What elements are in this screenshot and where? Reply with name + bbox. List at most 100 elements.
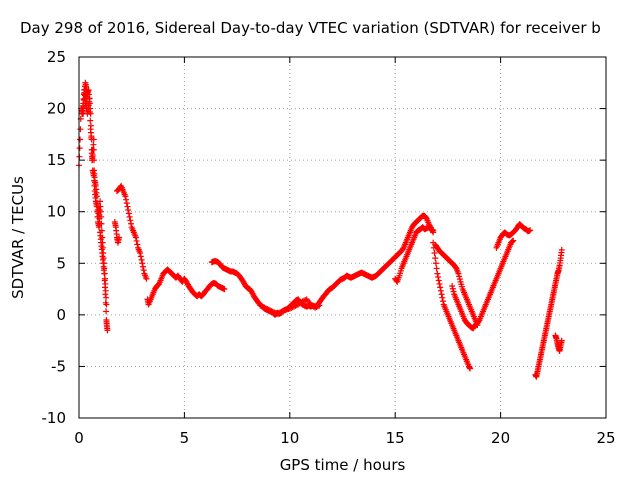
y-tick-label: 20	[47, 100, 66, 118]
data-point	[98, 213, 105, 220]
data-point	[88, 146, 95, 153]
data-point	[137, 249, 144, 256]
data-point	[132, 234, 139, 241]
data-point	[456, 273, 463, 280]
data-point	[527, 227, 534, 234]
data-point	[432, 260, 439, 267]
data-point	[97, 208, 104, 215]
data-point	[126, 213, 133, 220]
data-point	[434, 270, 441, 277]
y-tick-label: -5	[51, 357, 66, 375]
data-point	[86, 109, 93, 116]
data-point	[450, 288, 457, 295]
data-point	[456, 276, 463, 283]
data-point	[99, 234, 106, 241]
x-tick-label: 5	[180, 429, 190, 447]
data-point	[90, 141, 97, 148]
data-point	[139, 263, 146, 270]
x-tick-label: 25	[596, 429, 615, 447]
data-point	[97, 198, 104, 205]
data-point	[83, 105, 90, 112]
data-point	[431, 249, 438, 256]
data-point	[510, 237, 517, 244]
data-point	[432, 255, 439, 262]
y-tick-label: -10	[42, 409, 67, 427]
grid	[79, 57, 606, 418]
data-point	[558, 337, 565, 344]
data-point	[116, 234, 123, 241]
data-point	[125, 206, 132, 213]
data-point	[433, 265, 440, 272]
data-point	[98, 220, 105, 227]
data-point	[430, 227, 437, 234]
data-point	[96, 224, 103, 231]
data-point	[89, 151, 96, 158]
data-point	[98, 227, 105, 234]
data-point	[122, 193, 129, 200]
data-point	[449, 282, 456, 289]
data-point	[103, 301, 110, 308]
y-tick-label: 10	[47, 203, 66, 221]
data-point	[467, 365, 474, 372]
data-point	[101, 275, 108, 282]
data-point	[91, 177, 98, 184]
x-tick-label: 10	[280, 429, 299, 447]
data-point	[77, 136, 84, 143]
data-point	[76, 145, 83, 152]
data-point	[134, 241, 141, 248]
data-point	[558, 246, 565, 253]
data-point	[99, 239, 106, 246]
data-point	[137, 253, 144, 260]
data-point	[133, 237, 140, 244]
data-point	[90, 172, 97, 179]
y-tick-label: 15	[47, 151, 66, 169]
data-point	[97, 203, 104, 210]
data-point	[437, 287, 444, 294]
data-point	[221, 286, 228, 293]
plot-frame	[78, 56, 607, 419]
data-point	[138, 256, 145, 263]
y-tick-label: 5	[56, 254, 66, 272]
data-point	[140, 267, 147, 274]
data-point	[99, 244, 106, 251]
data-point	[102, 287, 109, 294]
x-tick-label: 20	[491, 429, 510, 447]
data-point	[124, 203, 131, 210]
data-point	[103, 294, 110, 301]
y-tick-label: 25	[47, 48, 66, 66]
data-point	[437, 284, 444, 291]
data-point	[104, 327, 111, 334]
data-point	[77, 126, 84, 133]
chart-title: Day 298 of 2016, Sidereal Day-to-day VTE…	[20, 19, 601, 37]
x-tick-label: 0	[74, 429, 84, 447]
data-point	[439, 298, 446, 305]
data-point	[86, 100, 93, 107]
x-axis-label: GPS time / hours	[280, 456, 406, 474]
data-point	[100, 255, 107, 262]
data-point	[449, 285, 456, 292]
data-point	[436, 280, 443, 287]
data-point	[88, 136, 95, 143]
data-point	[127, 217, 134, 224]
data-point	[316, 302, 323, 309]
data-point	[123, 196, 130, 203]
x-tick-label: 15	[386, 429, 405, 447]
data-point	[101, 270, 108, 277]
data-point	[87, 117, 94, 124]
data-point	[89, 157, 96, 164]
data-points	[76, 79, 565, 380]
data-point	[127, 220, 134, 227]
y-axis-label: SDTVAR / TECUs	[9, 176, 27, 299]
data-point	[455, 270, 462, 277]
data-point	[100, 260, 107, 267]
data-point	[100, 249, 107, 256]
data-point	[139, 260, 146, 267]
data-point	[435, 277, 442, 284]
data-point	[102, 280, 109, 287]
data-point	[123, 200, 130, 207]
data-point	[435, 274, 442, 281]
axis-ticks: 0 5 10 15 20 25 -10 -5 0 5 10 15 20 25	[42, 48, 616, 447]
data-point	[438, 291, 445, 298]
data-point	[143, 275, 150, 282]
